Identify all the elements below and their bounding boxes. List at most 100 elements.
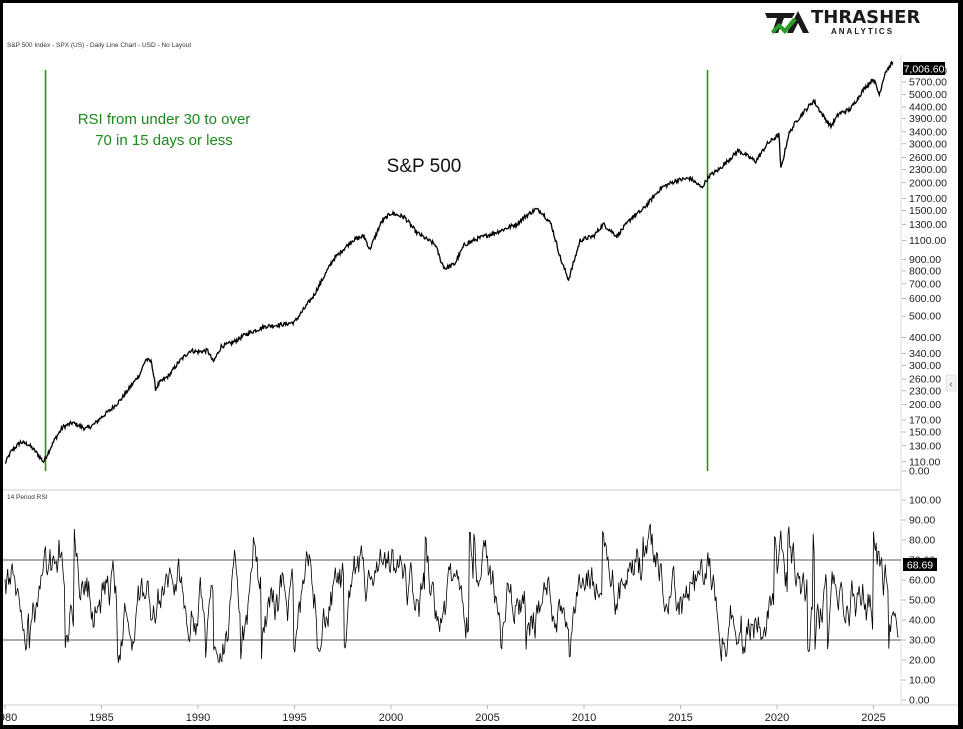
price-tick-label: 0.00 bbox=[909, 466, 930, 478]
price-tick: 600.00 bbox=[902, 293, 941, 305]
rsi-tick-label: 60.00 bbox=[909, 575, 935, 587]
price-tick-label: 300.00 bbox=[909, 360, 941, 372]
year-tick-label: 2005 bbox=[475, 712, 499, 724]
price-tick: 200.00 bbox=[902, 399, 941, 411]
price-tick-label: 150.00 bbox=[909, 426, 941, 438]
price-tick: 260.00 bbox=[902, 374, 941, 386]
logo-name: THRASHER bbox=[811, 7, 920, 28]
price-tick-label: 110.00 bbox=[909, 456, 940, 468]
rsi-tick: 30.00 bbox=[902, 635, 935, 647]
price-tick-label: 3000.00 bbox=[909, 138, 947, 150]
price-tick-label: 2300.00 bbox=[909, 164, 947, 176]
rsi-tick-label: 20.00 bbox=[909, 655, 935, 667]
price-tick: 230.00 bbox=[902, 385, 941, 397]
price-tick: 1100.00 bbox=[902, 235, 946, 247]
rsi-tick-label: 40.00 bbox=[909, 615, 935, 627]
price-tick: 3000.00 bbox=[902, 138, 947, 150]
price-tick: 340.00 bbox=[902, 348, 941, 360]
rsi-tick: 90.00 bbox=[902, 515, 935, 527]
price-tick-label: 2000.00 bbox=[909, 177, 947, 189]
price-tick-label: 260.00 bbox=[909, 374, 941, 386]
ta-logo-icon bbox=[765, 11, 809, 34]
year-tick-label: 2020 bbox=[765, 712, 789, 724]
price-tick-label: 1700.00 bbox=[909, 193, 947, 205]
price-tick: 2000.00 bbox=[902, 177, 947, 189]
rsi-tick: 10.00 bbox=[902, 675, 935, 687]
year-tick: 2015 bbox=[668, 705, 693, 724]
year-tick-label: 2000 bbox=[379, 712, 403, 724]
rsi-current-label: 68.69 bbox=[907, 560, 933, 572]
price-tick: 1500.00 bbox=[902, 205, 947, 217]
rsi-tick-label: 10.00 bbox=[909, 675, 935, 687]
year-tick-label: 2015 bbox=[668, 712, 692, 724]
chart-window: S&P 500 Index - SPX (US) - Daily Line Ch… bbox=[3, 3, 958, 725]
price-tick-label: 340.00 bbox=[909, 348, 941, 360]
year-tick-label: 1995 bbox=[282, 712, 306, 724]
rsi-tick-label: 50.00 bbox=[909, 595, 935, 607]
price-tick-label: 900.00 bbox=[909, 254, 941, 266]
year-tick: 1995 bbox=[282, 705, 307, 724]
year-tick-label: 2010 bbox=[572, 712, 596, 724]
price-tick: 900.00 bbox=[902, 254, 941, 266]
price-tick-label: 1500.00 bbox=[909, 205, 947, 217]
rsi-tick: 0.00 bbox=[902, 695, 930, 707]
rsi-tick: 100.00 bbox=[902, 495, 941, 507]
chevron-left-icon: ‹ bbox=[949, 379, 952, 390]
year-tick: 2020 bbox=[765, 705, 789, 724]
price-tick: 5000.00 bbox=[902, 89, 947, 101]
price-tick-label: 400.00 bbox=[909, 332, 941, 344]
rsi-series-line bbox=[4, 523, 899, 664]
price-tick: 2600.00 bbox=[902, 152, 947, 164]
chart-svg: S&P 500 Index - SPX (US) - Daily Line Ch… bbox=[3, 7, 958, 724]
price-tick-label: 2600.00 bbox=[909, 152, 947, 164]
rsi-tick: 20.00 bbox=[902, 655, 935, 667]
price-tick: 3900.00 bbox=[902, 113, 947, 125]
rsi-tick-label: 90.00 bbox=[909, 515, 935, 527]
annotation-line-1: RSI from under 30 to over bbox=[78, 111, 251, 128]
price-tick-label: 5700.00 bbox=[909, 77, 947, 89]
price-tick-label: 200.00 bbox=[909, 399, 941, 411]
signal-lines bbox=[44, 70, 709, 471]
price-tick-label: 1300.00 bbox=[909, 219, 947, 231]
price-tick: 1300.00 bbox=[902, 219, 947, 231]
price-tick-label: 130.00 bbox=[909, 440, 941, 452]
price-tick: 4400.00 bbox=[902, 101, 947, 113]
rsi-tick-label: 0.00 bbox=[909, 695, 930, 707]
rsi-tick-label: 30.00 bbox=[909, 635, 935, 647]
price-tick-label: 230.00 bbox=[909, 385, 941, 397]
chart-title: S&P 500 bbox=[387, 156, 462, 177]
price-tick: 170.00 bbox=[902, 414, 941, 426]
rsi-tick: 80.00 bbox=[902, 535, 935, 547]
rsi-label-box bbox=[903, 558, 937, 571]
time-axis: 1980 1985 1990 1995 2000 2005 2010 2015 2020 2025 bbox=[3, 705, 886, 724]
rsi-tick-label: 80.00 bbox=[909, 535, 935, 547]
price-tick-label: 600.00 bbox=[909, 293, 941, 305]
price-label-box bbox=[903, 62, 945, 75]
year-tick: 1980 bbox=[3, 705, 17, 724]
year-tick-label: 1980 bbox=[3, 712, 17, 724]
year-tick-label: 1990 bbox=[186, 712, 210, 724]
rsi-tick: 60.00 bbox=[902, 575, 935, 587]
thrasher-logo: THRASHER ANALYTICS bbox=[765, 7, 920, 36]
price-tick-label: 700.00 bbox=[909, 278, 941, 290]
rsi-tick-label: 100.00 bbox=[909, 495, 941, 507]
price-tick: 800.00 bbox=[902, 265, 941, 277]
rsi-axis: 100.0090.0080.0070.0060.0050.0040.0030.0… bbox=[902, 495, 941, 707]
price-series-line bbox=[4, 60, 894, 464]
year-tick-label: 1985 bbox=[89, 712, 113, 724]
year-tick: 1990 bbox=[186, 705, 210, 724]
price-tick: 700.00 bbox=[902, 278, 941, 290]
price-tick: 1700.00 bbox=[902, 193, 947, 205]
price-tick: 0.00 bbox=[902, 466, 930, 478]
rsi-tick: 40.00 bbox=[902, 615, 935, 627]
price-tick-label: 4400.00 bbox=[909, 101, 947, 113]
price-axis: 6400.005700.005000.004400.003900.003400.… bbox=[902, 65, 947, 478]
year-tick: 1985 bbox=[89, 705, 114, 724]
price-tick: 3400.00 bbox=[902, 126, 947, 138]
collapse-panel-button[interactable] bbox=[945, 374, 957, 392]
price-tick: 2300.00 bbox=[902, 164, 947, 176]
price-tick-label: 1100.00 bbox=[909, 235, 946, 247]
price-tick: 110.00 bbox=[902, 456, 940, 468]
chart-info-label: S&P 500 Index - SPX (US) - Daily Line Ch… bbox=[7, 42, 191, 49]
year-tick: 2005 bbox=[475, 705, 500, 724]
